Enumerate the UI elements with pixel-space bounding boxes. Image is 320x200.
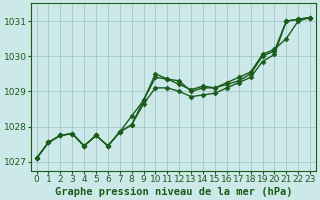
X-axis label: Graphe pression niveau de la mer (hPa): Graphe pression niveau de la mer (hPa) xyxy=(55,186,292,197)
